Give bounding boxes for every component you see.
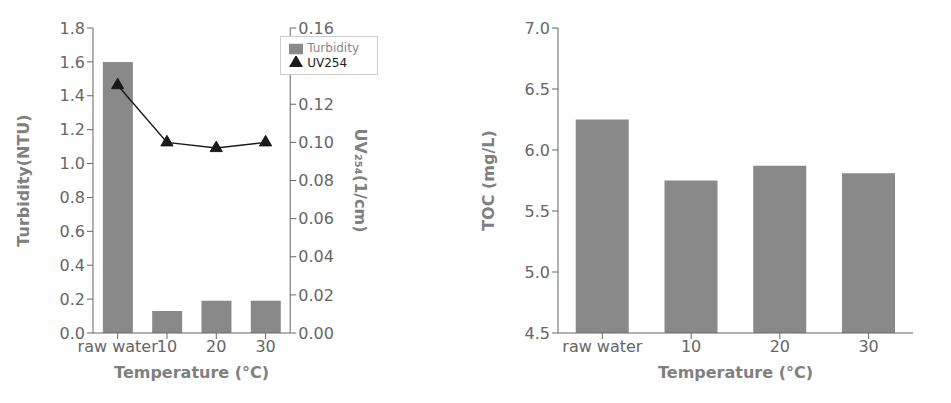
svg-text:0.14: 0.14 bbox=[298, 57, 334, 76]
svg-text:0.8: 0.8 bbox=[60, 188, 85, 207]
svg-text:5.0: 5.0 bbox=[525, 263, 550, 282]
svg-text:0.06: 0.06 bbox=[298, 209, 334, 228]
svg-text:20: 20 bbox=[206, 337, 226, 356]
svg-text:1.8: 1.8 bbox=[60, 19, 85, 38]
svg-text:0.0: 0.0 bbox=[60, 324, 85, 343]
svg-text:1.0: 1.0 bbox=[60, 154, 85, 173]
svg-text:0.10: 0.10 bbox=[298, 133, 334, 152]
svg-text:0.04: 0.04 bbox=[298, 247, 334, 266]
svg-text:20: 20 bbox=[770, 337, 790, 356]
svg-text:5.5: 5.5 bbox=[525, 202, 550, 221]
svg-text:0.2: 0.2 bbox=[60, 290, 85, 309]
svg-text:0.12: 0.12 bbox=[298, 95, 334, 114]
svg-text:0.08: 0.08 bbox=[298, 171, 334, 190]
svg-text:0.6: 0.6 bbox=[60, 222, 85, 241]
svg-text:0.00: 0.00 bbox=[298, 324, 334, 343]
svg-text:1.6: 1.6 bbox=[60, 53, 85, 72]
svg-text:7.0: 7.0 bbox=[525, 19, 550, 38]
svg-text:4.5: 4.5 bbox=[525, 324, 550, 343]
svg-text:30: 30 bbox=[858, 337, 878, 356]
svg-text:TOC (mg/L): TOC (mg/L) bbox=[479, 130, 498, 231]
svg-text:30: 30 bbox=[255, 337, 275, 356]
svg-text:0.02: 0.02 bbox=[298, 286, 334, 305]
svg-text:0.16: 0.16 bbox=[298, 19, 334, 38]
svg-text:10: 10 bbox=[681, 337, 701, 356]
svg-text:1.2: 1.2 bbox=[60, 120, 85, 139]
svg-text:UV₂₅₄(1/cm): UV₂₅₄(1/cm) bbox=[351, 128, 370, 232]
svg-text:Temperature (°C): Temperature (°C) bbox=[114, 363, 269, 382]
svg-text:10: 10 bbox=[157, 337, 177, 356]
svg-text:raw water: raw water bbox=[562, 337, 643, 356]
svg-text:Temperature (°C): Temperature (°C) bbox=[658, 363, 813, 382]
svg-text:0.4: 0.4 bbox=[60, 256, 85, 275]
svg-text:1.4: 1.4 bbox=[60, 86, 85, 105]
svg-text:Turbidity(NTU): Turbidity(NTU) bbox=[14, 114, 33, 246]
svg-text:raw water: raw water bbox=[78, 337, 159, 356]
svg-text:6.5: 6.5 bbox=[525, 80, 550, 99]
svg-text:6.0: 6.0 bbox=[525, 141, 550, 160]
